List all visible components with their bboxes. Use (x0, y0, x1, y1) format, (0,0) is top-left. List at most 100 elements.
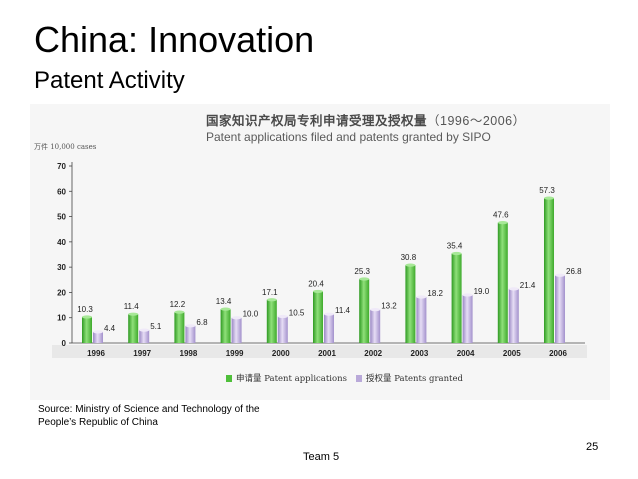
bar-top-applications (313, 289, 323, 294)
chart-panel: 万件 10,000 cases 0 10 20 30 40 50 60 70 1996 10.3 4.… (30, 104, 610, 400)
source-line-2: People’s Republic of China (38, 417, 158, 428)
bar-top-granted (508, 287, 519, 291)
data-label-granted: 26.8 (566, 267, 582, 276)
y-tick-label: 40 (57, 238, 66, 247)
chart-title-year-range: （1996～2006） (427, 114, 526, 128)
data-label-applications: 25.3 (354, 267, 370, 276)
x-tick-label: 2004 (457, 349, 475, 358)
chart-title-en: Patent applications filed and patents gr… (206, 130, 491, 144)
y-tick-label: 60 (57, 187, 66, 196)
bar-granted (555, 275, 565, 343)
bar-granted (462, 294, 473, 343)
bar-top-granted (324, 312, 334, 316)
legend-swatch-applications (226, 375, 232, 382)
bar-top-granted (185, 324, 196, 328)
bar-top-applications (174, 310, 185, 314)
bar-top-applications (82, 315, 92, 319)
data-label-applications: 47.6 (493, 211, 509, 220)
data-label-granted: 10.5 (289, 308, 305, 317)
y-axis-label: 万件 10,000 cases (34, 142, 97, 151)
x-tick-label: 1996 (87, 349, 105, 358)
bar-top-granted (93, 330, 103, 334)
chart-title-cn: 国家知识产权局专利申请受理及授权量（1996～2006） (206, 110, 526, 129)
x-tick-label: 1997 (133, 349, 151, 358)
data-label-applications: 30.8 (401, 253, 417, 262)
x-tick-label: 2005 (503, 349, 521, 358)
bar-top-granted (139, 328, 150, 332)
footer-team: Team 5 (303, 451, 340, 463)
bar-granted (277, 316, 288, 343)
bar-applications (359, 279, 370, 343)
x-tick-label: 2003 (411, 349, 429, 358)
bar-top-granted (416, 295, 427, 299)
bar-granted (231, 317, 242, 343)
bar-applications (82, 316, 92, 343)
data-label-granted: 13.2 (381, 302, 397, 311)
x-tick-label: 2006 (549, 349, 567, 358)
page-number: 25 (586, 441, 599, 453)
bar-top-granted (370, 308, 381, 312)
bar-top-applications (128, 312, 139, 316)
data-label-applications: 57.3 (539, 186, 555, 195)
source-note: Source: Ministry of Science and Technolo… (38, 403, 308, 429)
bar-applications (220, 309, 231, 343)
slide-subtitle: Patent Activity (34, 67, 185, 94)
bar-top-applications (497, 221, 508, 225)
x-tick-label: 1998 (180, 349, 198, 358)
data-label-granted: 11.4 (335, 306, 351, 315)
legend-label-applications: 申请量 Patent applications (236, 373, 347, 384)
chart-title-cn-text: 国家知识产权局专利申请受理及授权量 (206, 114, 428, 128)
x-tick-label: 1999 (226, 349, 244, 358)
x-tick-label: 2001 (318, 349, 336, 358)
bar-applications (544, 198, 554, 343)
bar-granted (324, 314, 334, 343)
x-tick-label: 2000 (272, 349, 290, 358)
y-tick-label: 20 (57, 288, 66, 297)
data-label-granted: 4.4 (104, 324, 116, 333)
bar-granted (416, 296, 427, 343)
bar-top-granted (555, 273, 565, 277)
patent-chart: 万件 10,000 cases 0 10 20 30 40 50 60 70 1996 10.3 4.… (30, 104, 610, 400)
data-label-granted: 10.0 (243, 310, 259, 319)
bar-granted (139, 330, 150, 343)
y-tick-label: 70 (57, 162, 66, 171)
bar-applications (405, 265, 416, 343)
data-label-applications: 20.4 (308, 279, 324, 288)
bar-top-applications (359, 277, 370, 281)
data-label-granted: 21.4 (520, 281, 536, 290)
data-label-applications: 17.1 (262, 288, 278, 297)
data-label-granted: 6.8 (196, 318, 208, 327)
bar-applications (313, 291, 323, 343)
bar-top-applications (266, 298, 277, 302)
data-label-applications: 11.4 (124, 302, 140, 311)
data-label-applications: 12.2 (170, 300, 186, 309)
y-tick-label: 10 (57, 314, 66, 323)
x-tick-label: 2002 (364, 349, 382, 358)
bar-granted (370, 309, 381, 343)
bar-applications (497, 222, 508, 343)
source-line-1: Source: Ministry of Science and Technolo… (38, 404, 260, 415)
x-axis-band (52, 345, 587, 358)
bar-top-applications (544, 196, 554, 200)
data-label-applications: 10.3 (77, 305, 93, 314)
bar-top-applications (405, 263, 416, 267)
bar-granted (185, 325, 196, 343)
bar-applications (266, 299, 277, 343)
bar-top-granted (462, 293, 473, 297)
bar-granted (93, 331, 103, 343)
bar-top-applications (220, 307, 231, 311)
data-label-applications: 35.4 (447, 241, 463, 250)
slide-title: China: Innovation (34, 19, 315, 60)
y-tick-label: 30 (57, 263, 66, 272)
legend-swatch-granted (356, 375, 362, 382)
bar-top-granted (277, 314, 288, 319)
data-label-granted: 5.1 (150, 322, 162, 331)
bar-applications (451, 253, 462, 343)
legend-label-granted: 授权量 Patents granted (366, 373, 463, 384)
bar-applications (174, 312, 185, 343)
y-tick-label: 0 (62, 339, 67, 348)
bar-top-applications (451, 251, 462, 256)
data-label-granted: 18.2 (427, 289, 443, 298)
data-label-granted: 19.0 (474, 287, 490, 296)
bar-granted (508, 288, 519, 343)
